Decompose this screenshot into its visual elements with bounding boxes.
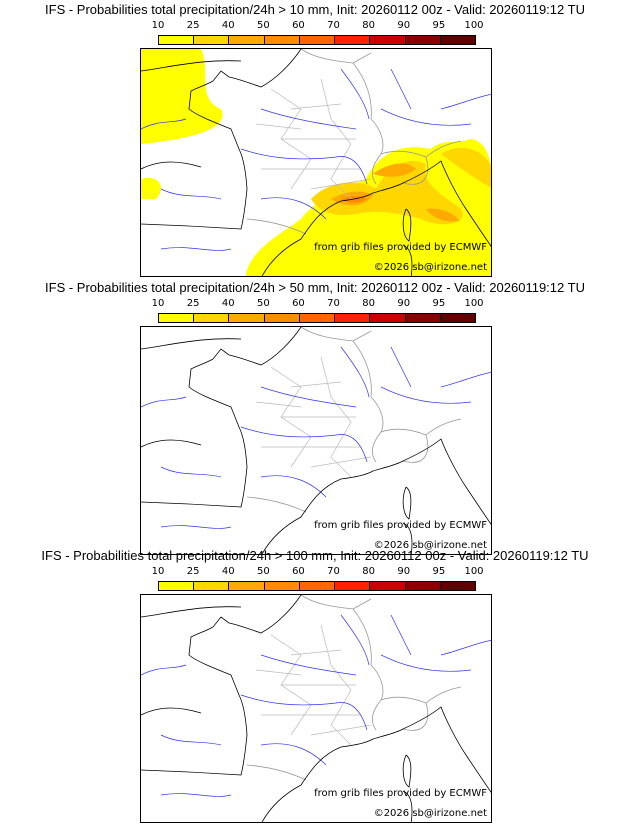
colorbar xyxy=(158,35,476,45)
colorbar-tick-label: 10 xyxy=(151,566,165,577)
department-boundaries xyxy=(255,624,372,746)
colorbar-tick-label: 25 xyxy=(186,298,200,309)
colorbar-segment xyxy=(264,36,300,44)
colorbar-segment xyxy=(264,582,300,590)
colorbar-segment xyxy=(229,314,265,322)
probability-map[interactable]: from grib files provided by ECMWF ©2026 … xyxy=(140,326,492,555)
colorbar-tick-label: 60 xyxy=(292,298,305,309)
probability-map[interactable]: from grib files provided by ECMWF ©2026 … xyxy=(140,48,492,277)
coastline xyxy=(141,49,491,276)
colorbar-segment xyxy=(405,36,441,44)
colorbar-segment xyxy=(264,314,300,322)
colorbar-tick-label: 100 xyxy=(464,298,484,309)
borders xyxy=(246,327,462,513)
colorbar-segment xyxy=(335,582,371,590)
colorbar-segment xyxy=(370,36,406,44)
map-canvas xyxy=(141,327,491,554)
colorbar-tick-label: 40 xyxy=(221,298,235,309)
panel-title: IFS - Probabilities total precipitation/… xyxy=(41,548,589,563)
probability-map[interactable]: from grib files provided by ECMWF ©2026 … xyxy=(140,594,492,823)
borders xyxy=(246,595,462,781)
colorbar-segment xyxy=(370,314,406,322)
colorbar-tick-label: 60 xyxy=(292,20,305,31)
colorbar-tick-label: 25 xyxy=(186,566,200,577)
colorbar-tick-label: 95 xyxy=(432,566,446,577)
source-credit: from grib files provided by ECMWF xyxy=(314,788,487,799)
forecast-panel: IFS - Probabilities total precipitation/… xyxy=(0,278,630,555)
colorbar-tick-label: 80 xyxy=(362,566,376,577)
colorbar-segment xyxy=(335,314,371,322)
forecast-panel: IFS - Probabilities total precipitation/… xyxy=(0,0,630,277)
colorbar-tick-label: 95 xyxy=(432,20,446,31)
forecast-panel: IFS - Probabilities total precipitation/… xyxy=(0,546,630,823)
colorbar-tick-label: 80 xyxy=(362,298,376,309)
colorbar xyxy=(158,313,476,323)
panel-title: IFS - Probabilities total precipitation/… xyxy=(45,280,585,295)
colorbar-tick-label: 95 xyxy=(432,298,446,309)
coastline xyxy=(141,595,491,822)
colorbar-segment xyxy=(194,36,230,44)
copyright-credit[interactable]: ©2026 sb@irizone.net xyxy=(373,540,487,551)
colorbar-tick-label: 60 xyxy=(292,566,305,577)
department-boundaries xyxy=(255,356,372,478)
colorbar-tick-label: 80 xyxy=(362,20,376,31)
colorbar-labels: 10 25 40 50 60 70 80 90 95 100 xyxy=(152,566,484,578)
source-credit: from grib files provided by ECMWF xyxy=(314,242,487,253)
colorbar-segment xyxy=(299,36,336,44)
colorbar-tick-label: 50 xyxy=(256,566,270,577)
colorbar-tick-label: 100 xyxy=(464,20,484,31)
map-canvas xyxy=(141,49,491,276)
rivers xyxy=(141,614,491,797)
colorbar-labels: 10 25 40 50 60 70 80 90 95 100 xyxy=(152,20,484,32)
colorbar-segment xyxy=(194,314,230,322)
colorbar-segment xyxy=(405,314,441,322)
colorbar-tick-label: 25 xyxy=(186,20,200,31)
colorbar xyxy=(158,581,476,591)
colorbar-segment xyxy=(229,36,265,44)
colorbar-segment xyxy=(299,582,336,590)
rivers xyxy=(141,68,491,251)
colorbar-tick-label: 70 xyxy=(327,20,340,31)
colorbar-segment xyxy=(159,582,195,590)
colorbar-tick-label: 100 xyxy=(464,566,484,577)
colorbar-segment xyxy=(229,582,265,590)
colorbar-segment xyxy=(335,36,371,44)
map-canvas xyxy=(141,595,491,822)
colorbar-labels: 10 25 40 50 60 70 80 90 95 100 xyxy=(152,298,484,310)
rivers xyxy=(141,346,491,529)
borders xyxy=(246,49,462,235)
colorbar-segment xyxy=(299,314,336,322)
colorbar-segment xyxy=(440,314,475,322)
colorbar-tick-label: 40 xyxy=(221,20,235,31)
colorbar-segment xyxy=(194,582,230,590)
colorbar-tick-label: 10 xyxy=(151,298,165,309)
colorbar-tick-label: 70 xyxy=(327,298,340,309)
colorbar-segment xyxy=(159,314,195,322)
colorbar-tick-label: 90 xyxy=(397,566,411,577)
colorbar-segment xyxy=(405,582,441,590)
panel-title: IFS - Probabilities total precipitation/… xyxy=(45,2,585,17)
colorbar-segment xyxy=(159,36,195,44)
colorbar-tick-label: 50 xyxy=(256,298,270,309)
copyright-credit[interactable]: ©2026 sb@irizone.net xyxy=(373,262,487,273)
colorbar-tick-label: 90 xyxy=(397,298,411,309)
precip-prob-40 xyxy=(331,163,459,222)
coastline xyxy=(141,327,491,554)
colorbar-tick-label: 50 xyxy=(256,20,270,31)
colorbar-segment xyxy=(370,582,406,590)
colorbar-tick-label: 40 xyxy=(221,566,235,577)
colorbar-tick-label: 70 xyxy=(327,566,340,577)
copyright-credit[interactable]: ©2026 sb@irizone.net xyxy=(373,808,487,819)
colorbar-segment xyxy=(440,582,475,590)
colorbar-segment xyxy=(440,36,475,44)
department-boundaries xyxy=(255,78,372,200)
source-credit: from grib files provided by ECMWF xyxy=(314,520,487,531)
colorbar-tick-label: 10 xyxy=(151,20,165,31)
colorbar-tick-label: 90 xyxy=(397,20,411,31)
